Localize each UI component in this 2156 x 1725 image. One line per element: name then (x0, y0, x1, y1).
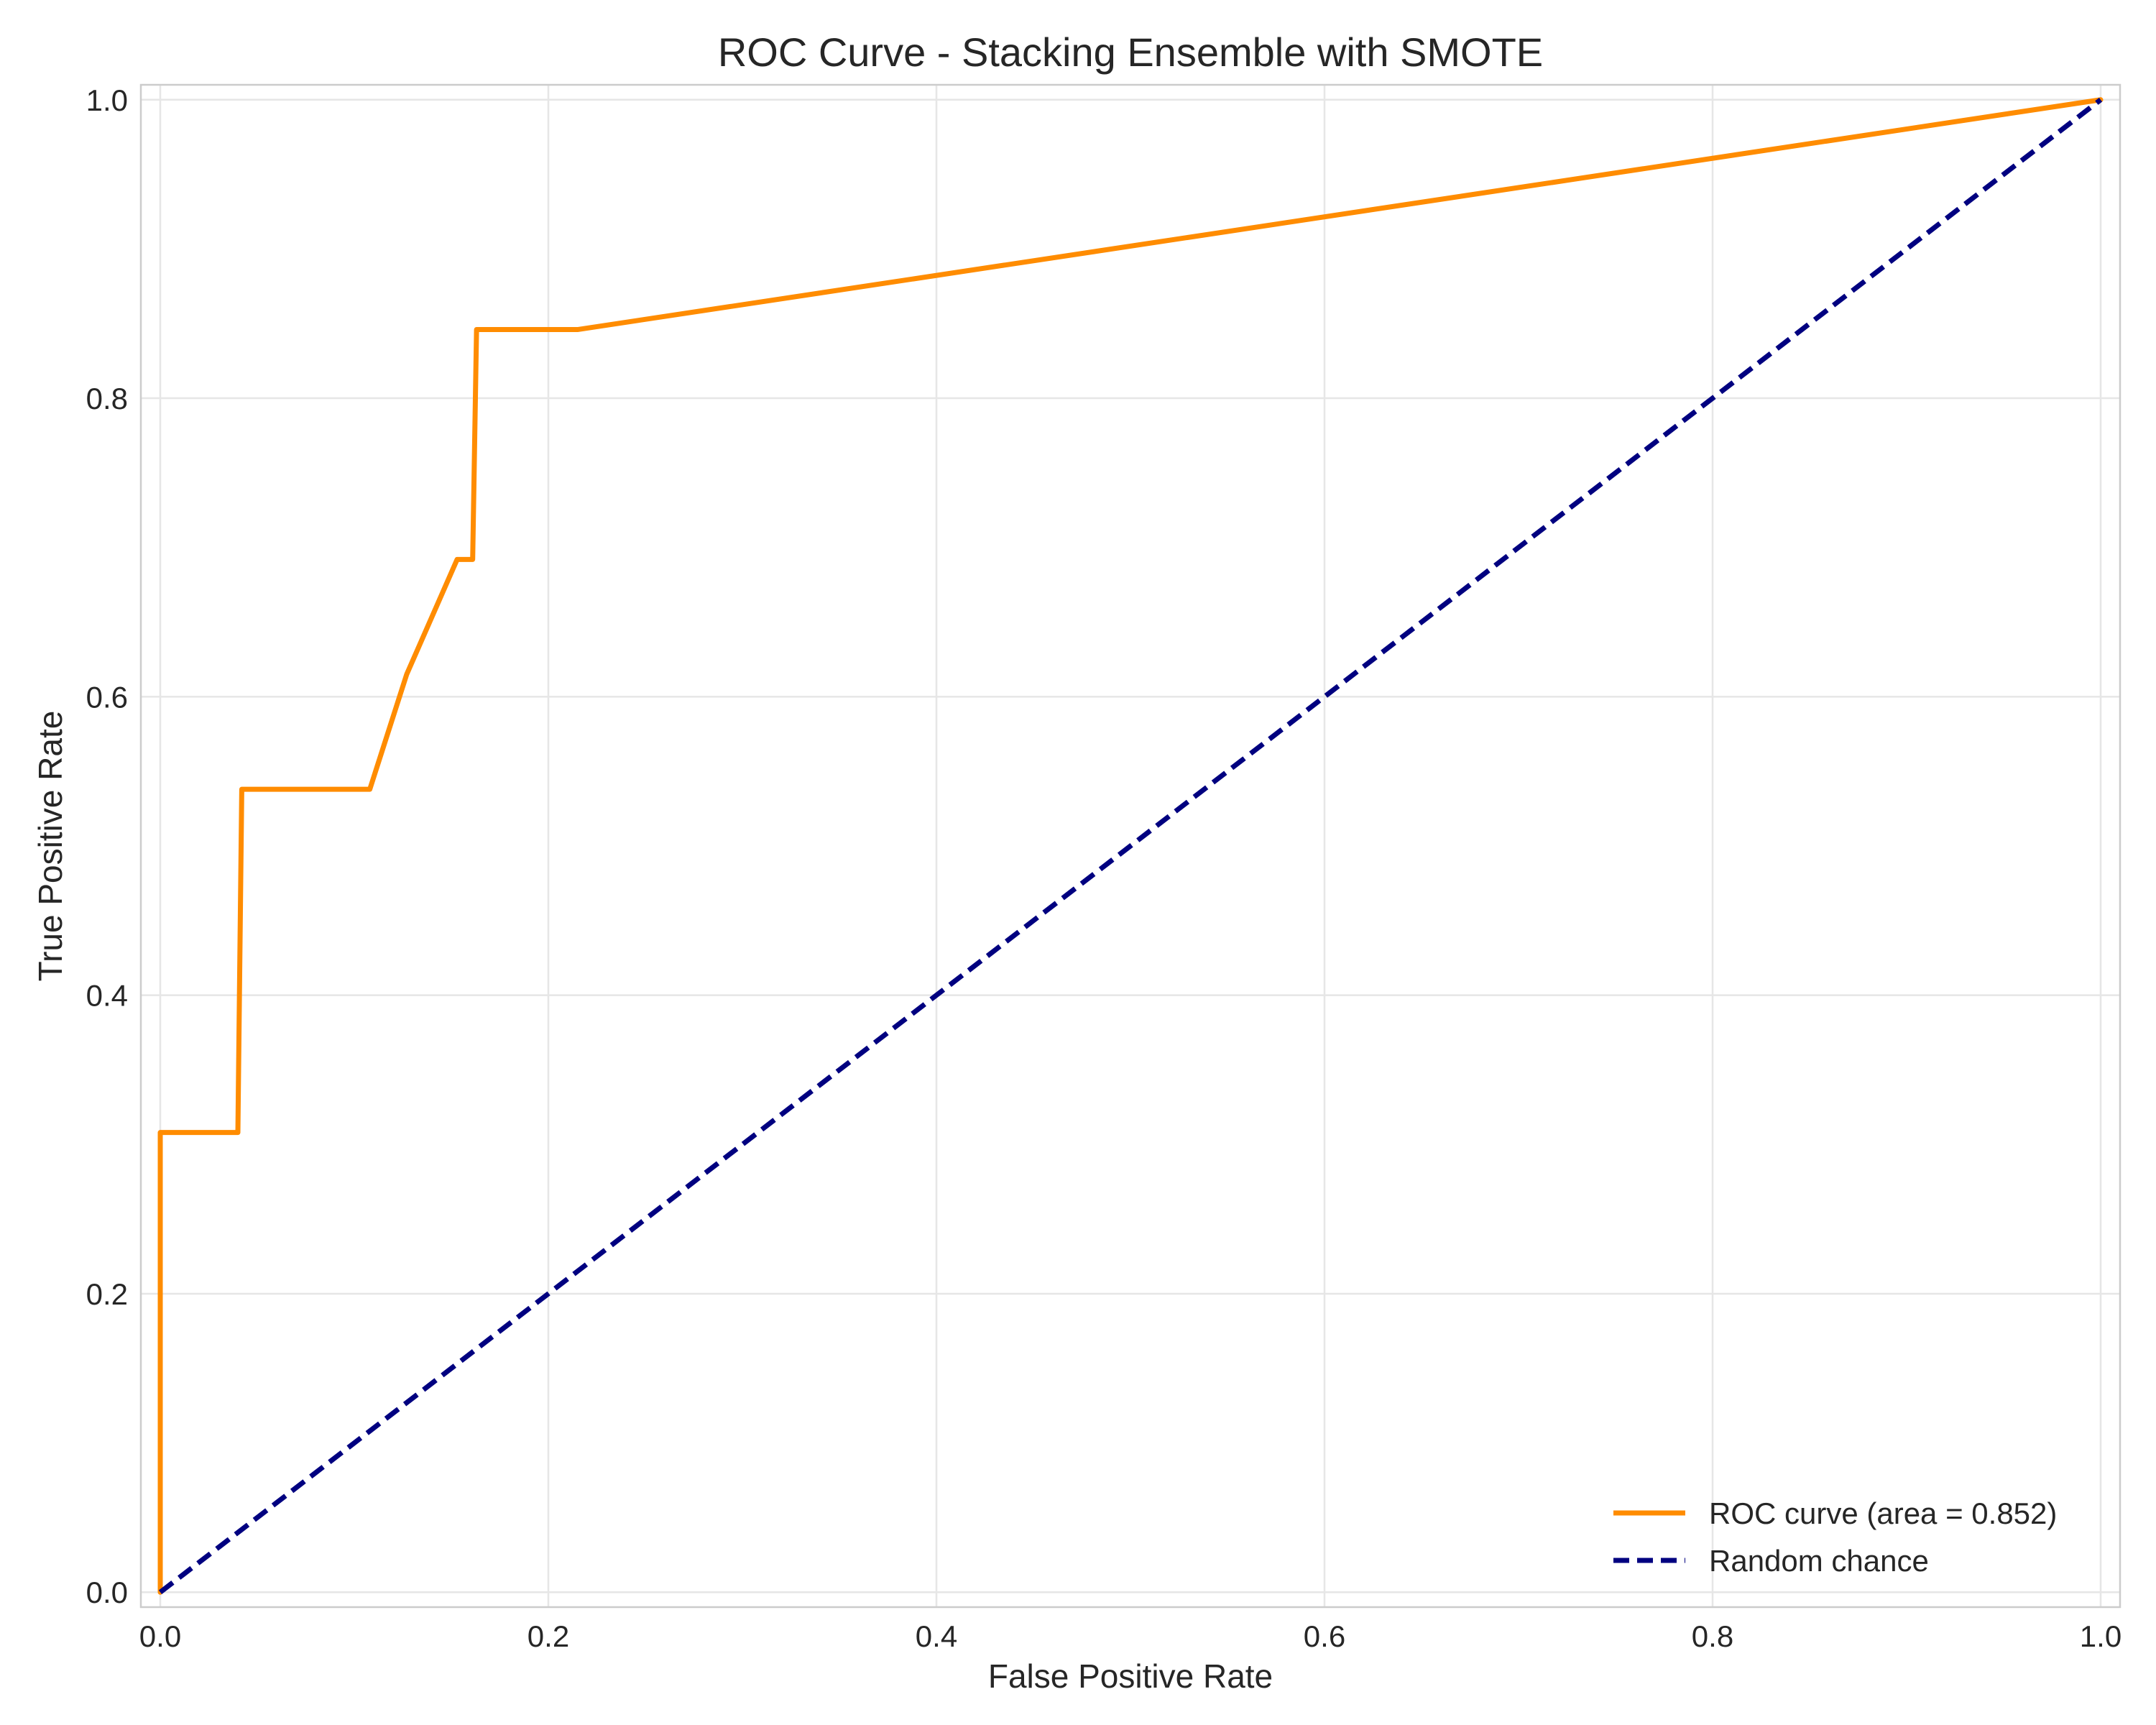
y-tick-label: 1.0 (86, 83, 128, 117)
legend-label: Random chance (1709, 1544, 1929, 1578)
x-tick-label: 0.2 (528, 1619, 569, 1653)
plot-frame (139, 83, 2122, 1609)
y-tick-label: 0.6 (86, 680, 128, 714)
x-tick-label: 0.8 (1692, 1619, 1733, 1653)
x-tick-label: 0.4 (916, 1619, 957, 1653)
x-tick-label: 0.0 (139, 1619, 181, 1653)
tick-labels: 0.0 0.2 0.4 0.6 0.8 1.0 0.0 0.2 0.4 0.6 0.8 1.0 (86, 83, 2122, 1653)
grid (141, 85, 2120, 1607)
random-chance-line (158, 97, 2103, 1595)
chart-title: ROC Curve - Stacking Ensemble with SMOTE (718, 29, 1543, 75)
legend: ROC curve (area = 0.852) Random chance (1613, 1496, 2057, 1578)
y-tick-label: 0.8 (86, 382, 128, 415)
x-tick-label: 0.6 (1304, 1619, 1345, 1653)
y-tick-label: 0.4 (86, 979, 128, 1013)
y-tick-label: 0.2 (86, 1277, 128, 1311)
y-tick-label: 0.0 (86, 1576, 128, 1609)
plot-series (157, 97, 2104, 1595)
legend-label: ROC curve (area = 0.852) (1709, 1496, 2057, 1530)
x-tick-label: 1.0 (2080, 1619, 2122, 1653)
y-axis-label: True Positive Rate (32, 711, 69, 982)
roc-curve-line (157, 97, 2104, 1595)
x-axis-label: False Positive Rate (988, 1657, 1273, 1695)
